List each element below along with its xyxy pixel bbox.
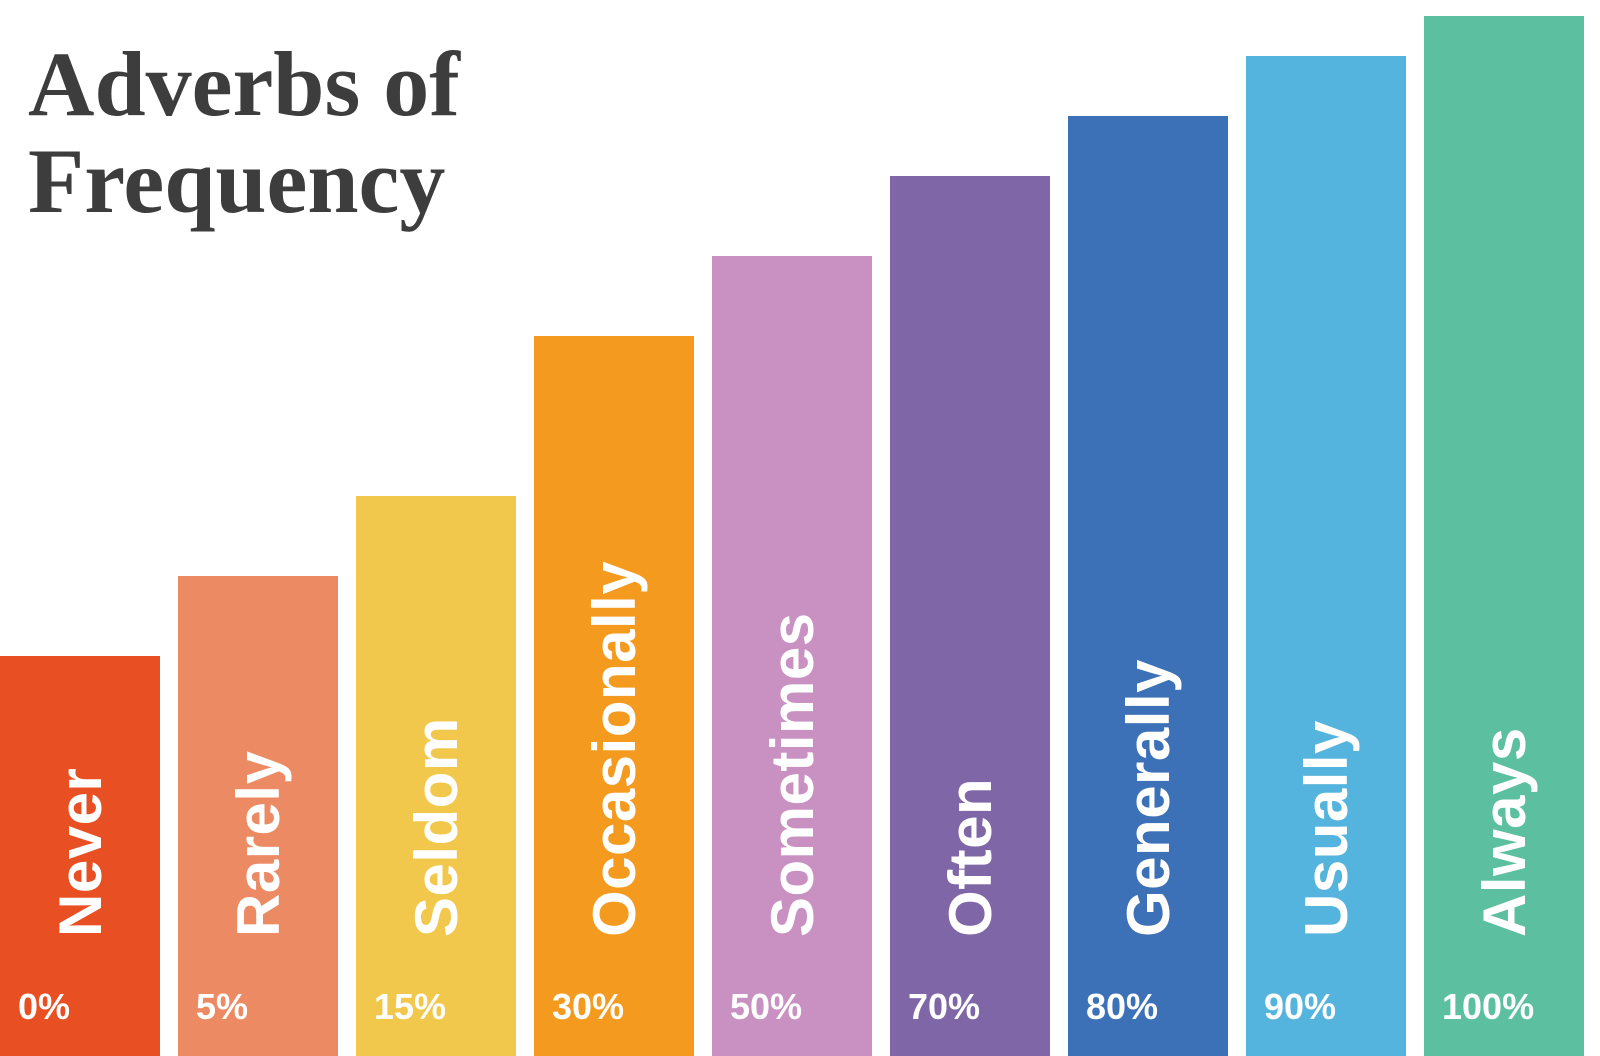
bar-seldom: 15% Seldom xyxy=(356,496,516,1056)
bar-label-seldom: Seldom xyxy=(402,717,471,937)
bar-generally: 80% Generally xyxy=(1068,116,1228,1056)
bar-never: 0% Never xyxy=(0,656,160,1056)
bar-usually: 90% Usually xyxy=(1246,56,1406,1056)
bar-pct-occasionally: 30% xyxy=(552,986,624,1028)
bar-pct-rarely: 5% xyxy=(196,986,248,1028)
bar-pct-usually: 90% xyxy=(1264,986,1336,1028)
bar-sometimes: 50% Sometimes xyxy=(712,256,872,1056)
bar-pct-sometimes: 50% xyxy=(730,986,802,1028)
bar-label-generally: Generally xyxy=(1114,659,1183,937)
bar-label-occasionally: Occasionally xyxy=(580,561,649,937)
chart-stage: Adverbs of Frequency 0%Never5%Rarely15%S… xyxy=(0,0,1600,1056)
bar-often: 70% Often xyxy=(890,176,1050,1056)
bar-pct-seldom: 15% xyxy=(374,986,446,1028)
bar-always: 100% Always xyxy=(1424,16,1584,1056)
bar-occasionally: 30% Occasionally xyxy=(534,336,694,1056)
bar-rarely: 5% Rarely xyxy=(178,576,338,1056)
bar-label-rarely: Rarely xyxy=(224,751,293,937)
frequency-bar-chart: 0% Never 5% Rarely 15% Seldom 30% Occasionally 5… xyxy=(0,0,1584,1056)
bar-label-usually: Usually xyxy=(1292,720,1361,937)
bar-label-sometimes: Sometimes xyxy=(758,612,827,937)
bar-pct-never: 0% xyxy=(18,986,70,1028)
bar-label-often: Often xyxy=(936,778,1005,937)
bar-pct-always: 100% xyxy=(1442,986,1534,1028)
bar-label-always: Always xyxy=(1470,727,1539,937)
bar-pct-generally: 80% xyxy=(1086,986,1158,1028)
bar-pct-often: 70% xyxy=(908,986,980,1028)
bar-label-never: Never xyxy=(46,768,115,937)
